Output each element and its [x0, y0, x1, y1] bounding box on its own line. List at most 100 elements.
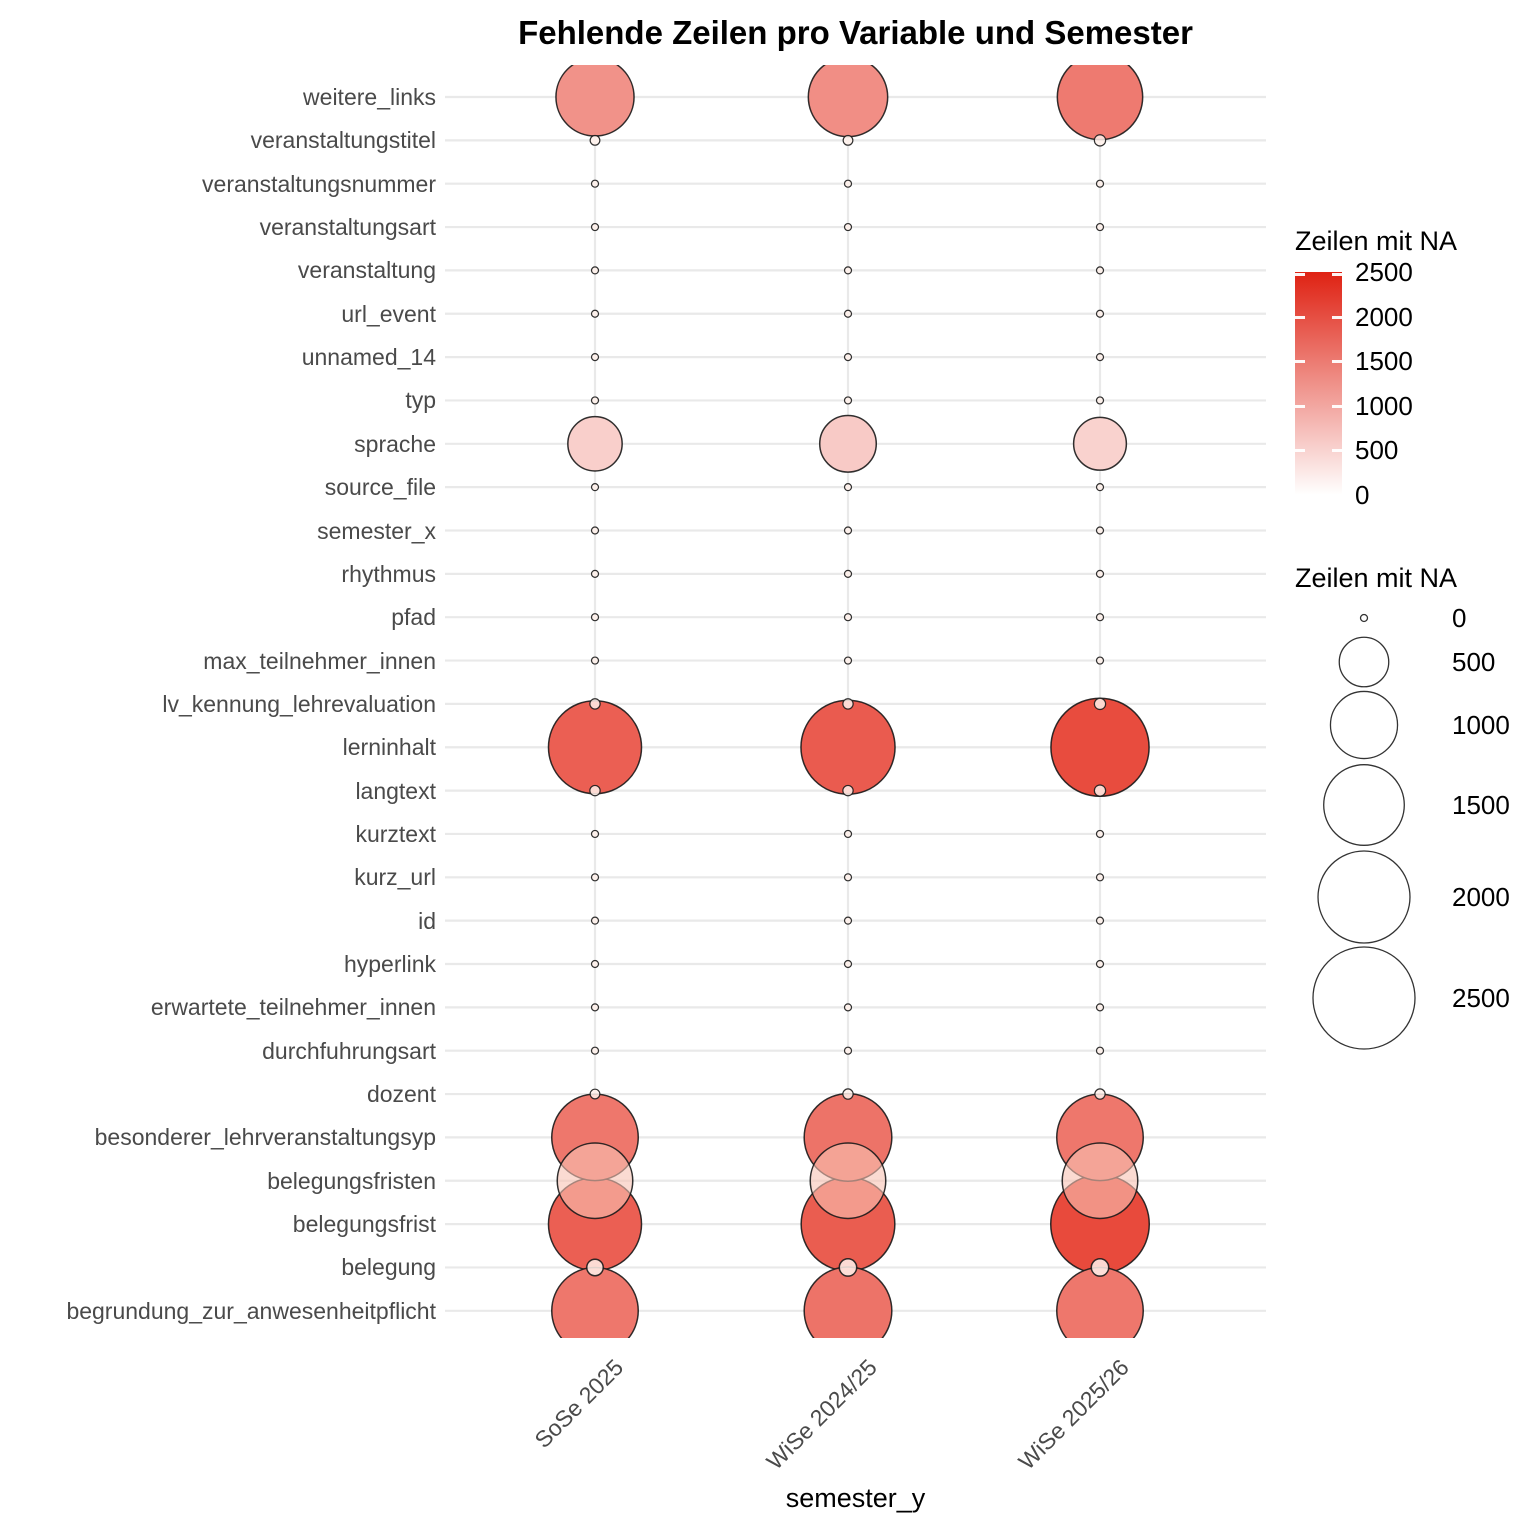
bubble-source_file-col2	[1095, 483, 1105, 492]
colorbar-tick	[1295, 449, 1305, 453]
bubble-rhythmus-col1	[843, 569, 853, 578]
y-axis-label-rhythmus: rhythmus	[341, 560, 436, 587]
y-axis-label-veranstaltungsart: veranstaltungsart	[259, 214, 436, 241]
color-legend-gradient-bar	[1295, 272, 1342, 495]
bubble-lerninhalt-col0	[547, 699, 643, 795]
bubble-weitere_links-col0	[555, 65, 635, 137]
bubble-rhythmus-col0	[590, 569, 600, 578]
size-legend-circle-500	[1338, 636, 1390, 688]
bubble-lerninhalt-col1	[800, 699, 896, 796]
y-axis-label-veranstaltung: veranstaltung	[297, 257, 436, 284]
y-axis-label-belegungsfrist: belegungsfrist	[292, 1211, 436, 1238]
bubble-unnamed_14-col1	[843, 353, 853, 362]
y-axis-label-source_file: source_file	[324, 474, 436, 501]
bubble-dozent-col0	[589, 1088, 601, 1100]
bubble-hyperlink-col0	[590, 959, 600, 969]
y-axis-label-erwartete_teilnehmer_innen: erwartete_teilnehmer_innen	[150, 994, 436, 1021]
bubble-dozent-col1	[842, 1088, 854, 1100]
bubble-kurz_url-col0	[590, 873, 600, 882]
bubble-veranstaltungsnummer-col0	[590, 179, 600, 188]
y-axis-label-url_event: url_event	[341, 300, 436, 327]
bubble-url_event-col2	[1095, 309, 1105, 318]
size-legend-label-0: 0	[1452, 603, 1467, 633]
colorbar-tick	[1295, 273, 1305, 276]
y-axis-label-begrundung_zur_anwesenheitpflicht: begrundung_zur_anwesenheitpflicht	[66, 1297, 436, 1324]
bubble-weitere_links-col1	[807, 65, 889, 138]
bubble-kurz_url-col2	[1095, 873, 1105, 882]
bubble-hyperlink-col1	[843, 959, 853, 969]
bubble-typ-col0	[590, 396, 600, 405]
bubble-kurztext-col0	[590, 829, 600, 839]
color-legend-label-500: 500	[1355, 435, 1399, 466]
color-legend-label-1000: 1000	[1355, 390, 1413, 421]
bubble-pfad-col1	[843, 613, 853, 622]
bubble-pfad-col0	[590, 613, 600, 622]
bubble-belegung-col0	[586, 1258, 604, 1277]
bubble-semester_x-col2	[1095, 526, 1105, 535]
bubble-semester_x-col0	[590, 526, 600, 535]
size-legend-circle-1000	[1329, 690, 1399, 760]
size-legend-label-2000: 2000	[1452, 882, 1510, 912]
size-legend-circle-1500	[1323, 764, 1405, 846]
bubble-lv_kennung_lehrevaluation-col0	[589, 698, 601, 710]
bubble-hyperlink-col2	[1095, 959, 1105, 969]
color-legend-label-1500: 1500	[1355, 346, 1413, 377]
bubble-typ-col1	[843, 396, 853, 405]
y-axis-label-durchfuhrungsart: durchfuhrungsart	[262, 1037, 436, 1064]
y-axis-label-pfad: pfad	[391, 604, 436, 631]
colorbar-tick	[1332, 404, 1342, 408]
bubble-kurz_url-col1	[843, 873, 853, 882]
bubble-durchfuhrungsart-col2	[1095, 1046, 1105, 1055]
bubble-id-col0	[590, 916, 600, 925]
size-legend-circle-0	[1359, 613, 1369, 623]
bubble-lv_kennung_lehrevaluation-col1	[842, 698, 854, 710]
y-axis-label-hyperlink: hyperlink	[343, 951, 436, 977]
bubble-max_teilnehmer_innen-col0	[590, 656, 600, 665]
bubble-veranstaltung-col2	[1095, 266, 1105, 275]
bubble-langtext-col2	[1093, 784, 1107, 797]
bubble-belegungsfristen-col1	[809, 1142, 887, 1220]
size-legend-label-500: 500	[1452, 647, 1496, 677]
y-axis-label-weitere_links: weitere_links	[303, 84, 436, 110]
y-axis-label-langtext: langtext	[355, 777, 436, 804]
y-axis-label-kurz_url: kurz_url	[354, 864, 436, 891]
bubble-veranstaltungsart-col2	[1095, 222, 1105, 232]
bubble-begrundung_zur_anwesenheitpflicht-col2	[1056, 1266, 1144, 1338]
y-axis-label-besonderer_lehrveranstaltungsyp: besonderer_lehrveranstaltungsyp	[94, 1124, 436, 1151]
bubble-veranstaltungstitel-col1	[842, 134, 854, 146]
color-legend-label-0: 0	[1355, 480, 1370, 510]
colorbar-tick	[1295, 315, 1305, 319]
size-legend-title: Zeilen mit NA	[1295, 563, 1458, 593]
colorbar-tick	[1332, 273, 1342, 276]
colorbar-tick	[1332, 449, 1342, 453]
colorbar-tick	[1295, 360, 1305, 364]
bubble-sprache-col1	[818, 414, 878, 473]
bubble-belegungsfristen-col0	[556, 1142, 634, 1220]
bubble-id-col1	[843, 916, 853, 925]
bubble-durchfuhrungsart-col0	[590, 1046, 600, 1055]
color-legend-title: Zeilen mit NA	[1295, 226, 1458, 256]
colorbar-tick	[1332, 360, 1342, 364]
y-axis-label-veranstaltungstitel: veranstaltungstitel	[250, 127, 436, 154]
bubble-lv_kennung_lehrevaluation-col2	[1093, 697, 1107, 711]
bubble-lerninhalt-col2	[1050, 697, 1150, 798]
bubble-durchfuhrungsart-col1	[843, 1046, 853, 1055]
bubble-sprache-col0	[567, 415, 623, 472]
bubbles	[547, 65, 1151, 1338]
y-axis-label-semester_x: semester_x	[317, 517, 436, 544]
y-axis-label-lv_kennung_lehrevaluation: lv_kennung_lehrevaluation	[162, 690, 436, 717]
bubble-source_file-col0	[590, 483, 600, 492]
bubble-veranstaltungstitel-col0	[589, 134, 601, 146]
y-axis-label-lerninhalt: lerninhalt	[342, 734, 436, 761]
y-axis-label-veranstaltungsnummer: veranstaltungsnummer	[202, 170, 436, 197]
bubble-semester_x-col1	[843, 526, 853, 535]
bubble-begrundung_zur_anwesenheitpflicht-col0	[551, 1266, 639, 1338]
bubble-sprache-col2	[1072, 416, 1128, 471]
bubble-weitere_links-col2	[1056, 65, 1144, 141]
colorbar-tick	[1295, 404, 1305, 408]
bubble-typ-col2	[1095, 396, 1105, 405]
bubble-unnamed_14-col0	[590, 353, 600, 362]
bubble-begrundung_zur_anwesenheitpflicht-col1	[803, 1266, 893, 1338]
bubble-belegungsfristen-col2	[1061, 1142, 1139, 1220]
